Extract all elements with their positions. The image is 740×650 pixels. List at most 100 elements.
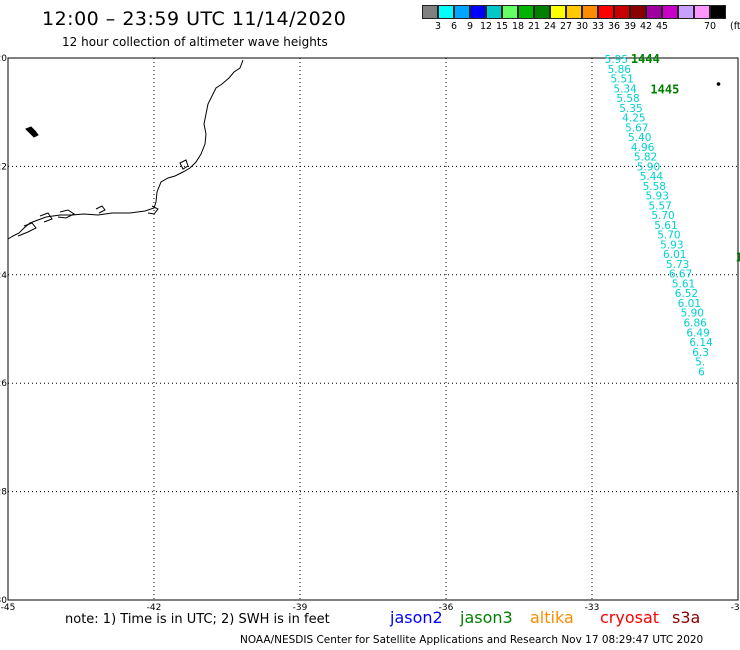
swh-value: 5.44 (640, 171, 664, 183)
swh-value: 5.58 (643, 181, 666, 193)
lat-label: -20 (0, 54, 7, 64)
legend-swatch (582, 5, 598, 19)
legend-swatch (486, 5, 502, 19)
legend-tick-label: 70 (703, 21, 717, 32)
satellite-altika: altika (530, 608, 574, 627)
lon-label: -36 (439, 603, 454, 613)
legend-tick-label: 27 (559, 21, 573, 32)
swh-value: 6.86 (683, 317, 707, 329)
lat-label: -26 (0, 379, 7, 389)
swh-value: 4.96 (631, 142, 655, 154)
footer-note: note: 1) Time is in UTC; 2) SWH is in fe… (65, 612, 330, 627)
legend-tick-label: 42 (639, 21, 653, 32)
legend-swatch (550, 5, 566, 19)
lat-label: -30 (0, 596, 7, 606)
lagoon (179, 159, 189, 170)
legend-swatch (438, 5, 454, 19)
swh-value: 5.82 (634, 152, 657, 164)
swh-value: 5.61 (672, 278, 695, 290)
swh-value: 5.70 (651, 210, 674, 222)
legend-swatch (678, 5, 694, 19)
legend-tick-label: 18 (511, 21, 525, 32)
legend-unit: (ft) (730, 21, 740, 32)
island (25, 126, 39, 138)
lon-label: -33 (585, 603, 600, 613)
swh-value: 5.70 (657, 230, 680, 242)
map-subtitle: 12 hour collection of altimeter wave hei… (62, 35, 328, 49)
lon-label: -45 (1, 603, 16, 613)
swh-value: 6.01 (663, 249, 686, 261)
brazil-coastline (7, 59, 244, 240)
lon-label: -42 (147, 603, 162, 613)
legend-tick-label: 15 (495, 21, 509, 32)
satellite-jason3: jason3 (460, 608, 513, 627)
swh-value: 5.93 (646, 191, 669, 203)
legend-tick-label: 24 (543, 21, 557, 32)
satellite-jason2: jason2 (390, 608, 443, 627)
lat-label: -28 (0, 488, 7, 498)
pass-number: 1445 (650, 82, 679, 96)
lat-label: -24 (0, 271, 7, 281)
observation-dot (716, 82, 721, 86)
pass-number: 1444 (631, 52, 660, 66)
legend-tick-label: 9 (466, 21, 474, 32)
swh-value: 6.01 (678, 298, 701, 310)
legend-tick-label: 45 (655, 21, 669, 32)
coastline-inlet (17, 205, 159, 237)
legend-swatch (630, 5, 646, 19)
legend-tick-label: 36 (607, 21, 621, 32)
legend-swatch (614, 5, 630, 19)
legend-swatch (662, 5, 678, 19)
swh-value: 5.34 (613, 83, 637, 95)
satellite-s3a: s3a (672, 608, 701, 627)
swh-value: 6.14 (689, 337, 713, 349)
swh-value: 5.67 (625, 122, 648, 134)
coastline (7, 59, 244, 240)
legend-tick-label: 6 (450, 21, 458, 32)
legend-swatch (694, 5, 710, 19)
pass-number: 1446 (736, 250, 740, 264)
swh-value: 5.86 (608, 64, 632, 76)
swh-value: 5.51 (610, 74, 633, 86)
swh-value: 5.90 (637, 161, 660, 173)
swh-value: 5.40 (628, 132, 651, 144)
legend-swatches (422, 5, 726, 19)
map-title: 12:00 – 23:59 UTC 11/14/2020 (42, 8, 347, 30)
legend-swatch (502, 5, 518, 19)
lon-label: -39 (293, 603, 308, 613)
swh-value: 5.61 (654, 220, 677, 232)
satellite-cryosat: cryosat (600, 608, 660, 627)
legend-swatch (470, 5, 486, 19)
swh-value: 6.52 (675, 288, 698, 300)
legend-swatch (518, 5, 534, 19)
lat-label: -22 (0, 162, 7, 172)
swh-value: 6 (698, 366, 705, 378)
swh-value: 5.57 (648, 200, 671, 212)
lat-lon-grid (7, 57, 739, 601)
swh-values: 5.955.865.515.345.585.354.255.675.404.96… (605, 54, 713, 378)
lon-label: -30 (731, 603, 740, 613)
axis-labels: -20-22-24-26-28-30-45-42-39-36-33-30 (0, 54, 740, 613)
legend-tick-label: 39 (623, 21, 637, 32)
swh-value: 6.3 (692, 347, 709, 359)
swh-value: 6.49 (686, 327, 709, 339)
swh-value: 5.93 (660, 239, 683, 251)
legend-tick-label: 12 (479, 21, 493, 32)
swh-value: 6.67 (669, 269, 692, 281)
legend-tick-label: 3 (434, 21, 442, 32)
swh-value: 5. (695, 357, 705, 369)
swh-value: 5.90 (681, 308, 704, 320)
legend-swatch (710, 5, 726, 19)
legend-tick-label: 21 (527, 21, 541, 32)
legend-swatch (646, 5, 662, 19)
swh-value: 4.25 (622, 113, 645, 125)
footer-credit: NOAA/NESDIS Center for Satellite Applica… (240, 634, 704, 646)
legend-swatch (598, 5, 614, 19)
legend-swatch (422, 5, 438, 19)
pass-labels: 1444 1445 1446 (631, 52, 740, 264)
swh-value: 5.95 (605, 54, 628, 66)
legend-swatch (566, 5, 582, 19)
legend-tick-label: 30 (575, 21, 589, 32)
